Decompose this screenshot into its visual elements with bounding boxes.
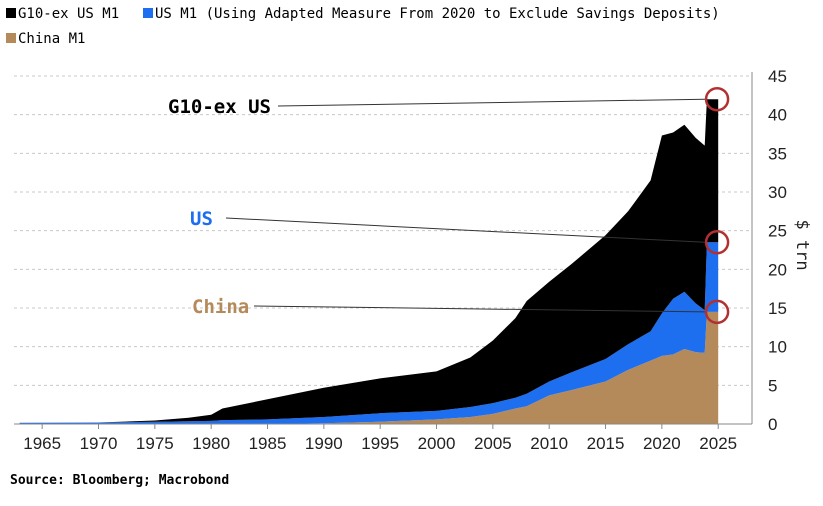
x-tick-2000: 2000: [418, 434, 456, 453]
annotation-label-0: G10-ex US: [168, 96, 271, 118]
x-tick-2005: 2005: [474, 434, 512, 453]
legend-swatch-china: [6, 33, 16, 43]
y-tick-15: 15: [768, 299, 787, 318]
annotation-circle-2: [704, 299, 730, 325]
annotation-circle-0: [704, 86, 730, 112]
y-tick-10: 10: [768, 338, 787, 357]
x-tick-2015: 2015: [587, 434, 625, 453]
x-tick-2020: 2020: [643, 434, 681, 453]
annotation-circle-1: [704, 230, 730, 255]
y-tick-5: 5: [768, 376, 777, 395]
legend-label-us: US M1 (Using Adapted Measure From 2020 t…: [155, 6, 720, 22]
y-tick-35: 35: [768, 144, 787, 163]
y-axis-label: $ trn: [792, 219, 812, 270]
plot-areas: [19, 99, 719, 424]
legend-swatch-g10: [6, 8, 16, 18]
x-tick-1965: 1965: [23, 434, 61, 453]
source-note: Source: Bloomberg; Macrobond: [10, 473, 229, 488]
legend: G10-ex US M1 US M1 (Using Adapted Measur…: [6, 6, 720, 47]
x-tick-1985: 1985: [249, 434, 287, 453]
annotations: G10-ex US US China: [168, 86, 730, 325]
y-tick-25: 25: [768, 222, 787, 241]
annotation-label-2: China: [192, 296, 249, 318]
y-tick-20: 20: [768, 260, 787, 279]
y-tick-45: 45: [768, 67, 787, 86]
gridlines: [14, 75, 752, 386]
x-tick-1970: 1970: [80, 434, 118, 453]
y-tick-0: 0: [768, 415, 777, 434]
annotation-line-0: [277, 98, 706, 107]
x-tick-2010: 2010: [530, 434, 568, 453]
series-area-2: [19, 99, 719, 423]
x-tick-1990: 1990: [305, 434, 343, 453]
annotation-line-1: [225, 217, 706, 243]
x-tick-1995: 1995: [361, 434, 399, 453]
x-tick-1975: 1975: [136, 434, 174, 453]
y-tick-30: 30: [768, 183, 787, 202]
annotation-line-2: [253, 305, 706, 313]
annotation-label-1: US: [190, 208, 213, 230]
legend-swatch-us: [143, 8, 153, 18]
x-tick-1980: 1980: [192, 434, 230, 453]
legend-label-china: China M1: [18, 31, 85, 47]
legend-label-g10: G10-ex US M1: [18, 6, 119, 22]
y-tick-40: 40: [768, 106, 787, 125]
x-tick-2025: 2025: [699, 434, 737, 453]
series-area-0: [19, 311, 719, 424]
